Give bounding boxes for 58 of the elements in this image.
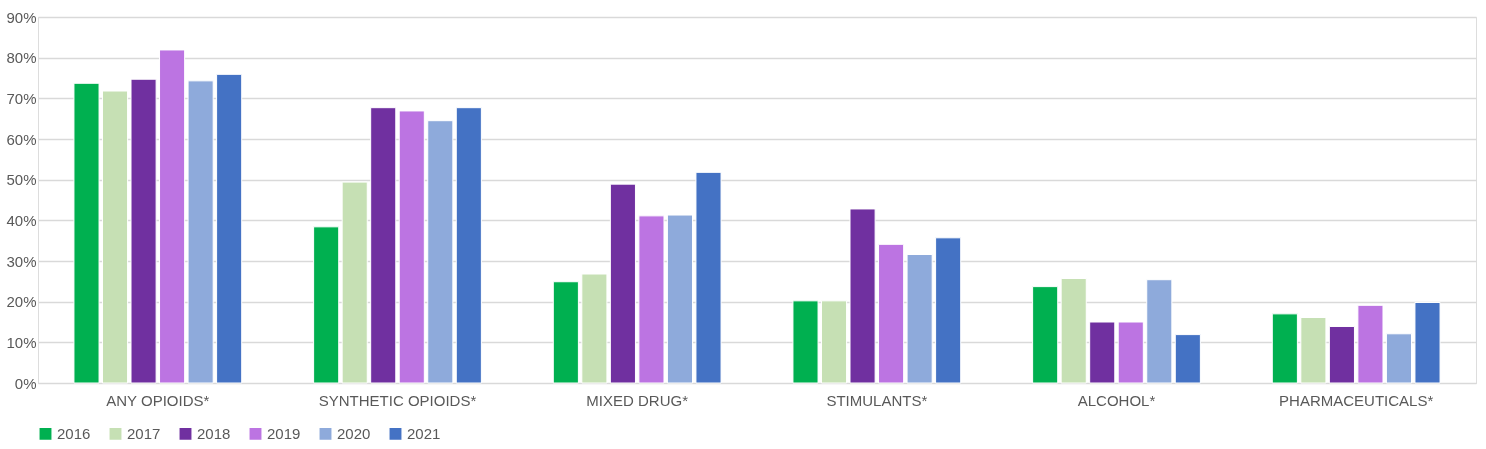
y-tick-label: 70% bbox=[6, 89, 37, 107]
bar bbox=[1385, 333, 1413, 384]
y-tick-label: 80% bbox=[6, 49, 37, 67]
bar bbox=[427, 120, 454, 384]
y-tick-label: 20% bbox=[6, 293, 37, 311]
bar bbox=[101, 90, 129, 384]
bar bbox=[1060, 277, 1087, 384]
bar bbox=[1089, 321, 1116, 384]
bar bbox=[906, 253, 933, 384]
bar bbox=[341, 181, 368, 384]
x-tick-label: ALCOHOL* bbox=[1077, 391, 1156, 409]
bar bbox=[455, 107, 482, 384]
bar bbox=[792, 300, 819, 384]
bar bbox=[1271, 313, 1298, 384]
x-tick-label: STIMULANTS* bbox=[826, 391, 928, 409]
x-tick-label: MIXED DRUG* bbox=[586, 391, 689, 409]
x-tick-label: ANY OPIOIDS* bbox=[106, 391, 210, 409]
bar bbox=[1174, 334, 1201, 384]
bar bbox=[878, 243, 905, 384]
y-tick-label: 0% bbox=[14, 374, 37, 392]
y-tick-label: 40% bbox=[6, 211, 37, 229]
legend-label: 2018 bbox=[197, 424, 231, 442]
bar bbox=[820, 300, 848, 384]
y-tick-label: 60% bbox=[6, 130, 37, 148]
legend-label: 2020 bbox=[337, 424, 371, 442]
x-tick-label: SYNTHETIC OPIOIDS* bbox=[318, 391, 477, 409]
bar bbox=[581, 273, 608, 384]
x-tick-label: PHARMACEUTICALS* bbox=[1279, 391, 1434, 409]
legend-label: 2017 bbox=[127, 424, 161, 442]
bar bbox=[370, 107, 397, 384]
bar bbox=[1117, 321, 1144, 384]
y-tick-label: 10% bbox=[6, 333, 37, 351]
bar bbox=[216, 73, 243, 384]
legend-label: 2019 bbox=[267, 424, 301, 442]
bar bbox=[849, 208, 876, 384]
bar bbox=[1328, 325, 1355, 384]
bar bbox=[638, 215, 665, 384]
bar bbox=[935, 237, 962, 384]
bar bbox=[398, 110, 425, 384]
bar bbox=[1032, 286, 1059, 384]
bar bbox=[1300, 317, 1327, 384]
bar bbox=[187, 80, 214, 384]
y-tick-label: 50% bbox=[6, 171, 37, 189]
y-tick-label: 90% bbox=[6, 8, 37, 26]
bar bbox=[666, 214, 694, 384]
bar bbox=[552, 281, 579, 384]
y-tick-label: 30% bbox=[6, 252, 37, 270]
bar bbox=[159, 49, 186, 384]
bar bbox=[313, 226, 340, 384]
bar bbox=[609, 183, 636, 384]
bar bbox=[73, 82, 100, 384]
bar bbox=[695, 171, 722, 384]
bar bbox=[1414, 301, 1441, 384]
legend-label: 2021 bbox=[407, 424, 441, 442]
bar bbox=[1357, 304, 1384, 384]
legend-label: 2016 bbox=[57, 424, 91, 442]
bar bbox=[130, 78, 157, 384]
bar bbox=[1146, 279, 1173, 384]
